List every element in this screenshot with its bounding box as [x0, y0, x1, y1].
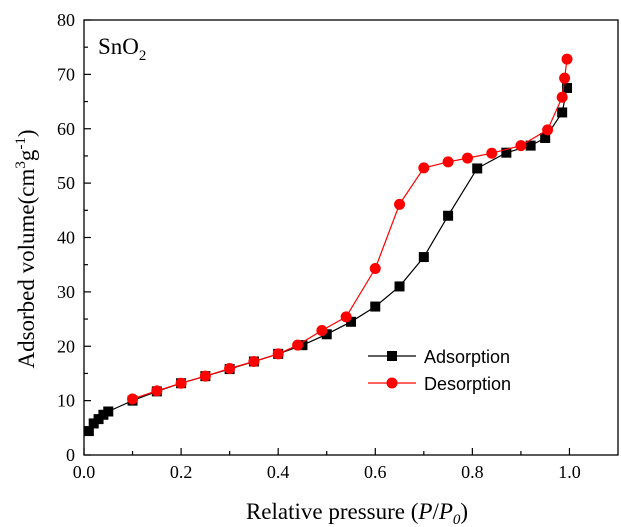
y-axis-label: Adsorbed volume(cm3g-1) — [13, 129, 39, 368]
y-tick-label: 60 — [57, 119, 75, 139]
y-tick-label: 10 — [57, 391, 75, 411]
data-point-desorption — [394, 198, 406, 210]
axes — [83, 19, 619, 456]
data-point-adsorption — [418, 252, 429, 263]
data-point-desorption — [292, 339, 304, 351]
data-point-adsorption — [501, 147, 512, 158]
y-label-sup2: -1 — [13, 137, 29, 150]
data-point-desorption — [515, 140, 527, 152]
data-point-desorption — [272, 348, 284, 360]
legend: Adsorption Desorption — [368, 347, 511, 394]
y-tick-label: 80 — [57, 10, 75, 30]
data-point-adsorption — [557, 107, 568, 118]
data-point-desorption — [151, 385, 163, 397]
series-desorption — [127, 53, 573, 405]
data-point-adsorption — [562, 82, 573, 93]
x-tick-label: 0.0 — [73, 462, 96, 482]
data-point-adsorption — [394, 281, 405, 292]
data-point-desorption — [127, 393, 139, 405]
plot-frame — [83, 19, 619, 456]
data-point-desorption — [369, 262, 381, 274]
data-point-adsorption — [443, 210, 454, 221]
data-point-adsorption — [103, 406, 114, 417]
data-point-adsorption — [540, 132, 551, 143]
data-point-desorption — [442, 156, 454, 168]
data-point-desorption — [340, 311, 352, 323]
y-tick-label: 30 — [57, 282, 75, 302]
data-point-adsorption — [321, 329, 332, 340]
data-point-desorption — [542, 124, 554, 136]
data-point-desorption — [175, 377, 187, 389]
x-tick-label: 0.8 — [461, 462, 484, 482]
legend-label-desorption: Desorption — [424, 374, 511, 394]
x-label-prefix: Relative pressure ( — [246, 499, 418, 524]
x-label-slash: / — [432, 499, 439, 524]
data-point-desorption — [556, 91, 568, 103]
x-axis-label: Relative pressure (P/P0) — [246, 499, 468, 527]
data-point-adsorption — [346, 316, 356, 327]
y-tick-label: 50 — [57, 173, 75, 193]
y-tick-label: 0 — [66, 445, 75, 465]
x-tick-label: 0.2 — [170, 462, 193, 482]
y-label-suffix: ) — [14, 129, 39, 137]
annotation-base: SnO — [98, 34, 139, 59]
data-point-adsorption — [472, 163, 483, 174]
x-tick-label: 0.6 — [364, 462, 387, 482]
y-label-sup1: 3 — [13, 161, 29, 169]
data-point-desorption — [199, 370, 211, 382]
y-label-mid: g — [14, 149, 39, 161]
data-point-desorption — [559, 72, 571, 84]
ticks: 0.0 0.2 0.4 0.6 0.8 1.0 0 10 20 30 40 50 60 70 80 — [57, 10, 581, 482]
x-tick-label: 1.0 — [558, 462, 581, 482]
data-point-adsorption — [525, 140, 536, 151]
data-point-desorption — [316, 324, 328, 336]
annotation-sub: 2 — [139, 48, 147, 64]
x-label-suffix: ) — [460, 499, 468, 524]
data-point-desorption — [248, 355, 260, 367]
x-label-p0: P — [438, 499, 453, 524]
sample-annotation: SnO2 — [98, 34, 146, 64]
y-tick-label: 40 — [57, 228, 75, 248]
y-tick-label: 20 — [57, 336, 75, 356]
y-label-prefix: Adsorbed volume(cm — [14, 169, 39, 369]
legend-marker-desorption — [386, 377, 398, 389]
data-point-adsorption — [83, 426, 94, 437]
x-label-p0-sub: 0 — [453, 512, 461, 527]
data-point-adsorption — [370, 301, 381, 312]
x-label-p: P — [417, 499, 432, 524]
legend-label-adsorption: Adsorption — [424, 347, 510, 367]
data-point-desorption — [462, 152, 474, 164]
y-tick-label: 70 — [57, 64, 75, 84]
x-tick-label: 0.4 — [267, 462, 290, 482]
series — [83, 53, 573, 437]
legend-marker-adsorption — [387, 351, 397, 361]
data-point-desorption — [418, 162, 430, 174]
data-point-desorption — [224, 363, 236, 375]
data-point-desorption — [561, 53, 573, 65]
data-point-desorption — [486, 147, 498, 159]
